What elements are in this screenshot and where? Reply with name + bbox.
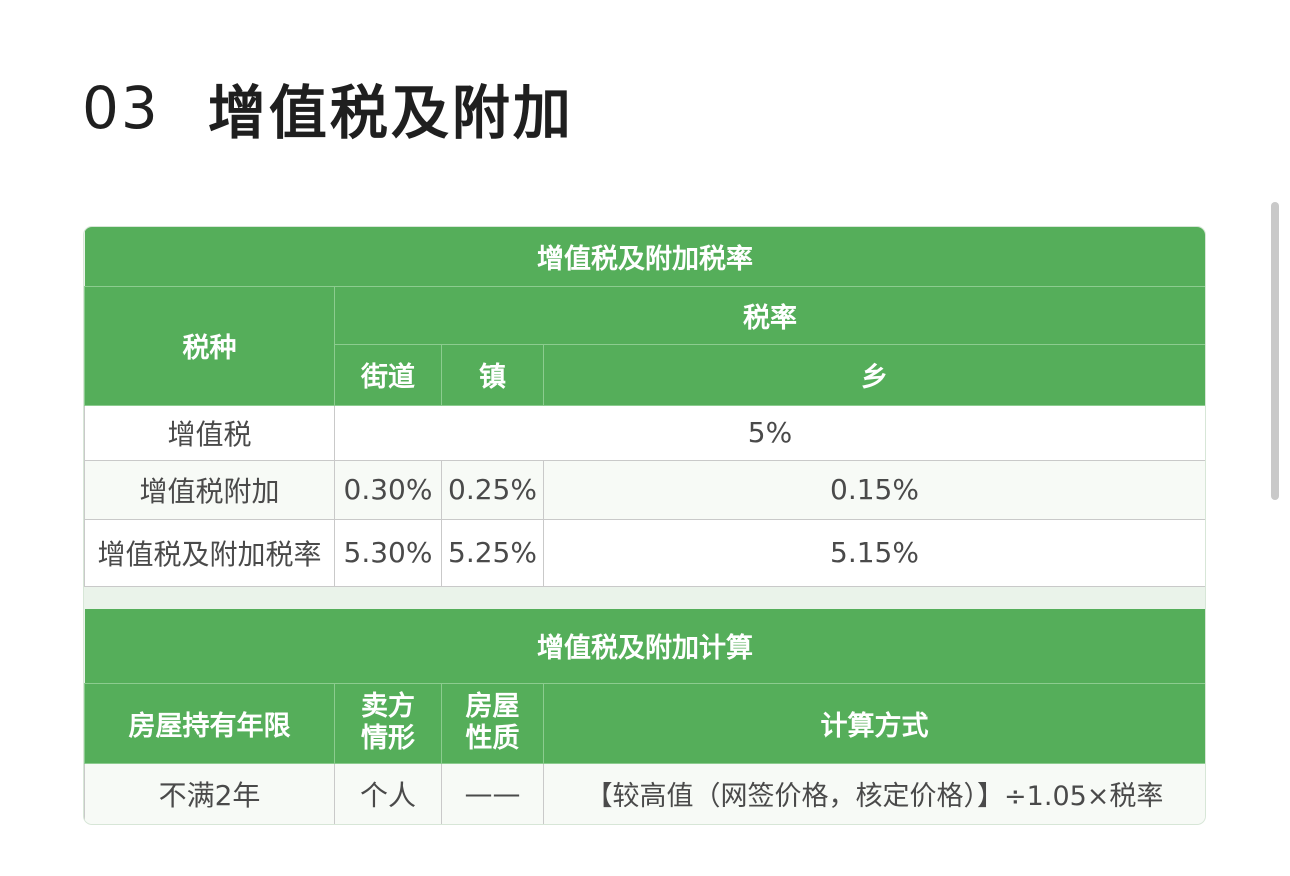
section-title: 增值税及附加 bbox=[207, 79, 574, 147]
total-town-cell: 5.25% bbox=[441, 518, 544, 587]
row-label-vat: 增值税 bbox=[84, 404, 335, 461]
row-label-surcharge: 增值税附加 bbox=[84, 459, 335, 520]
section-number: 03 bbox=[82, 74, 160, 142]
town-header: 镇 bbox=[441, 343, 544, 406]
holding-years-header: 房屋持有年限 bbox=[84, 682, 335, 764]
street-header: 街道 bbox=[334, 343, 442, 406]
surcharge-village-cell: 0.15% bbox=[543, 459, 1205, 520]
village-header: 乡 bbox=[543, 343, 1205, 406]
holding-years-cell: 不满2年 bbox=[84, 762, 335, 824]
tax-type-header: 税种 bbox=[84, 285, 335, 406]
seller-type-cell: 个人 bbox=[334, 762, 442, 824]
property-nature-header: 房屋性质 bbox=[441, 682, 544, 764]
section-heading: 03 增值税及附加 bbox=[82, 68, 574, 148]
rate-header: 税率 bbox=[334, 285, 1205, 345]
property-nature-cell: —— bbox=[441, 762, 544, 824]
rate-table: 增值税及附加税率 税种 税率 街道 镇 乡 增值税 5% 增值税附加 0.30%… bbox=[84, 227, 1205, 587]
total-street-cell: 5.30% bbox=[334, 518, 442, 587]
row-label-total-rate: 增值税及附加税率 bbox=[84, 518, 335, 587]
calc-table-title: 增值税及附加计算 bbox=[84, 609, 1205, 684]
tax-table-card: 增值税及附加税率 税种 税率 街道 镇 乡 增值税 5% 增值税附加 0.30%… bbox=[84, 227, 1205, 824]
vat-rate-cell: 5% bbox=[334, 404, 1205, 461]
calc-table: 增值税及附加计算 房屋持有年限 卖方情形 房屋性质 计算方式 不满2年 个人 —… bbox=[84, 609, 1205, 824]
rate-table-title: 增值税及附加税率 bbox=[84, 227, 1205, 287]
surcharge-street-cell: 0.30% bbox=[334, 459, 442, 520]
calc-method-cell: 【较高值（网签价格，核定价格）】÷1.05×税率 bbox=[543, 762, 1205, 824]
seller-type-header: 卖方情形 bbox=[334, 682, 442, 764]
calc-method-header: 计算方式 bbox=[543, 682, 1205, 764]
scrollbar[interactable] bbox=[1271, 202, 1279, 500]
surcharge-town-cell: 0.25% bbox=[441, 459, 544, 520]
total-village-cell: 5.15% bbox=[543, 518, 1205, 587]
